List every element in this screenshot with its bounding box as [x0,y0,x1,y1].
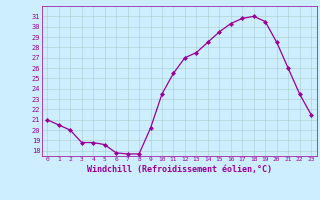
X-axis label: Windchill (Refroidissement éolien,°C): Windchill (Refroidissement éolien,°C) [87,165,272,174]
